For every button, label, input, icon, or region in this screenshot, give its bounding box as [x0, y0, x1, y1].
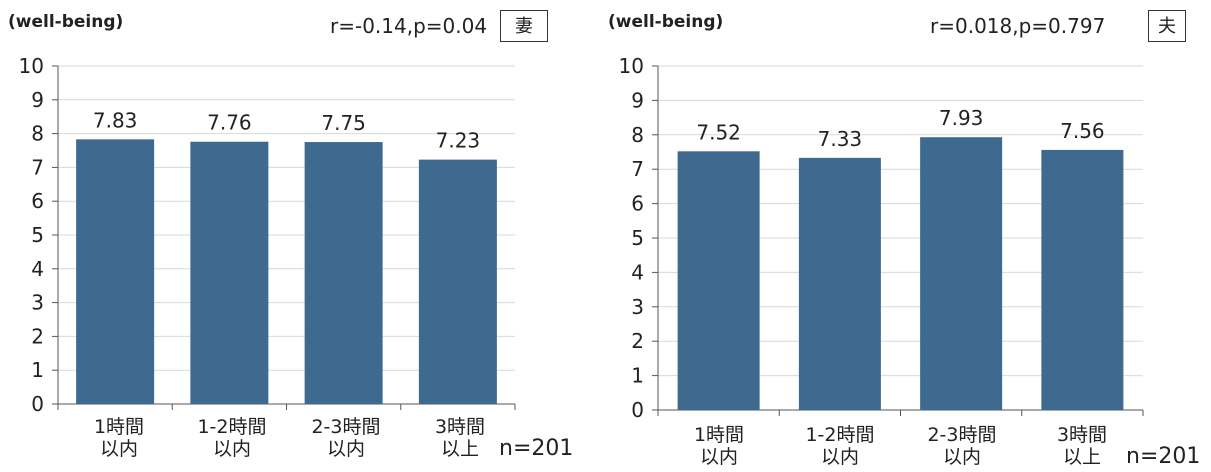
- x-tick-label-line2: 以上: [1062, 446, 1101, 468]
- data-label: 7.33: [818, 127, 863, 151]
- x-tick-label-line2: 以内: [942, 446, 981, 468]
- x-tick-label-line2: 以内: [699, 446, 738, 468]
- y-tick-label: 4: [31, 257, 44, 281]
- x-tick-label-line1: 1-2時間: [805, 424, 875, 446]
- x-tick-label-line2: 以上: [440, 438, 479, 460]
- y-tick-label: 9: [631, 88, 644, 112]
- y-tick-label: 6: [31, 189, 44, 213]
- x-tick-label: 1時間 以内: [664, 424, 774, 468]
- y-axis-unit-label: (well-being): [8, 12, 124, 32]
- x-tick-label-line2: 以内: [99, 438, 138, 460]
- bar: [1041, 149, 1124, 410]
- x-tick-label-line2: 以内: [212, 438, 251, 460]
- x-tick-label-line1: 1時間: [693, 424, 745, 446]
- x-tick-label: 3時間 以上: [1027, 424, 1137, 468]
- x-tick-label: 1-2時間 以内: [177, 416, 287, 460]
- y-tick-label: 6: [631, 192, 644, 216]
- data-label: 7.93: [939, 106, 984, 130]
- y-tick-label: 2: [631, 329, 644, 353]
- y-tick-label: 3: [631, 295, 644, 319]
- group-tag-husband: 夫: [1148, 10, 1186, 42]
- data-label: 7.75: [321, 111, 366, 135]
- y-tick-label: 8: [631, 123, 644, 147]
- x-tick-label-line1: 2-3時間: [311, 416, 381, 438]
- y-tick-label: 2: [31, 324, 44, 348]
- bar: [76, 139, 155, 404]
- y-tick-label: 9: [31, 88, 44, 112]
- y-tick-label: 0: [631, 398, 644, 422]
- y-tick-label: 0: [31, 392, 44, 416]
- y-tick-label: 8: [31, 122, 44, 146]
- x-tick-label-line2: 以内: [326, 438, 365, 460]
- chart-panel-wife: (well-being) r=-0.14,p=0.04 妻 0 1 2 3 4 5 6 7 8 9…: [0, 0, 590, 472]
- x-tick-label: 1時間 以内: [64, 416, 174, 460]
- bar: [190, 141, 269, 404]
- y-tick-label: 5: [31, 223, 44, 247]
- correlation-stats: r=0.018,p=0.797: [930, 14, 1106, 38]
- y-tick-label: 10: [19, 54, 44, 78]
- group-tag-wife: 妻: [500, 10, 548, 42]
- bar-chart-husband: 0 1 2 3 4 5 6 7 8 9 10 7.52 7.33 7.93 7.56: [619, 54, 1144, 422]
- y-tick-label: 1: [31, 358, 44, 382]
- x-tick-label-line1: 2-3時間: [927, 424, 997, 446]
- data-label: 7.56: [1060, 119, 1105, 143]
- x-tick-label-line1: 3時間: [1056, 424, 1108, 446]
- sample-size-label: n=201: [499, 436, 574, 461]
- x-tick-label: 2-3時間 以内: [291, 416, 401, 460]
- bar: [677, 151, 760, 410]
- bar: [920, 137, 1003, 410]
- x-tick-label-line1: 1-2時間: [197, 416, 267, 438]
- y-tick-label: 4: [631, 260, 644, 284]
- correlation-stats: r=-0.14,p=0.04: [330, 14, 488, 38]
- bar-chart-wife: 0 1 2 3 4 5 6 7 8 9 10 7.83 7.76 7.75 7.23: [19, 54, 516, 416]
- bar: [798, 157, 881, 410]
- y-tick-label: 3: [31, 291, 44, 315]
- y-tick-label: 7: [31, 155, 44, 179]
- bar: [418, 159, 497, 404]
- bar: [304, 142, 383, 405]
- x-tick-label: 2-3時間 以内: [907, 424, 1017, 468]
- y-tick-label: 1: [631, 364, 644, 388]
- x-tick-label-line1: 3時間: [434, 416, 486, 438]
- sample-size-label: n=201: [1126, 444, 1201, 469]
- y-tick-label: 10: [619, 54, 644, 78]
- x-tick-label-line2: 以内: [820, 446, 859, 468]
- data-label: 7.83: [93, 108, 138, 132]
- chart-panel-husband: (well-being) r=0.018,p=0.797 夫 0 1 2 3 4 5 6 7 8…: [600, 0, 1211, 472]
- x-tick-label: 3時間 以上: [405, 416, 515, 460]
- data-label: 7.52: [696, 120, 741, 144]
- y-tick-label: 5: [631, 226, 644, 250]
- x-tick-label-line1: 1時間: [93, 416, 145, 438]
- data-label: 7.76: [207, 111, 252, 135]
- x-tick-label: 1-2時間 以内: [785, 424, 895, 468]
- y-tick-label: 7: [631, 157, 644, 181]
- y-axis-unit-label: (well-being): [608, 12, 724, 32]
- data-label: 7.23: [436, 129, 481, 153]
